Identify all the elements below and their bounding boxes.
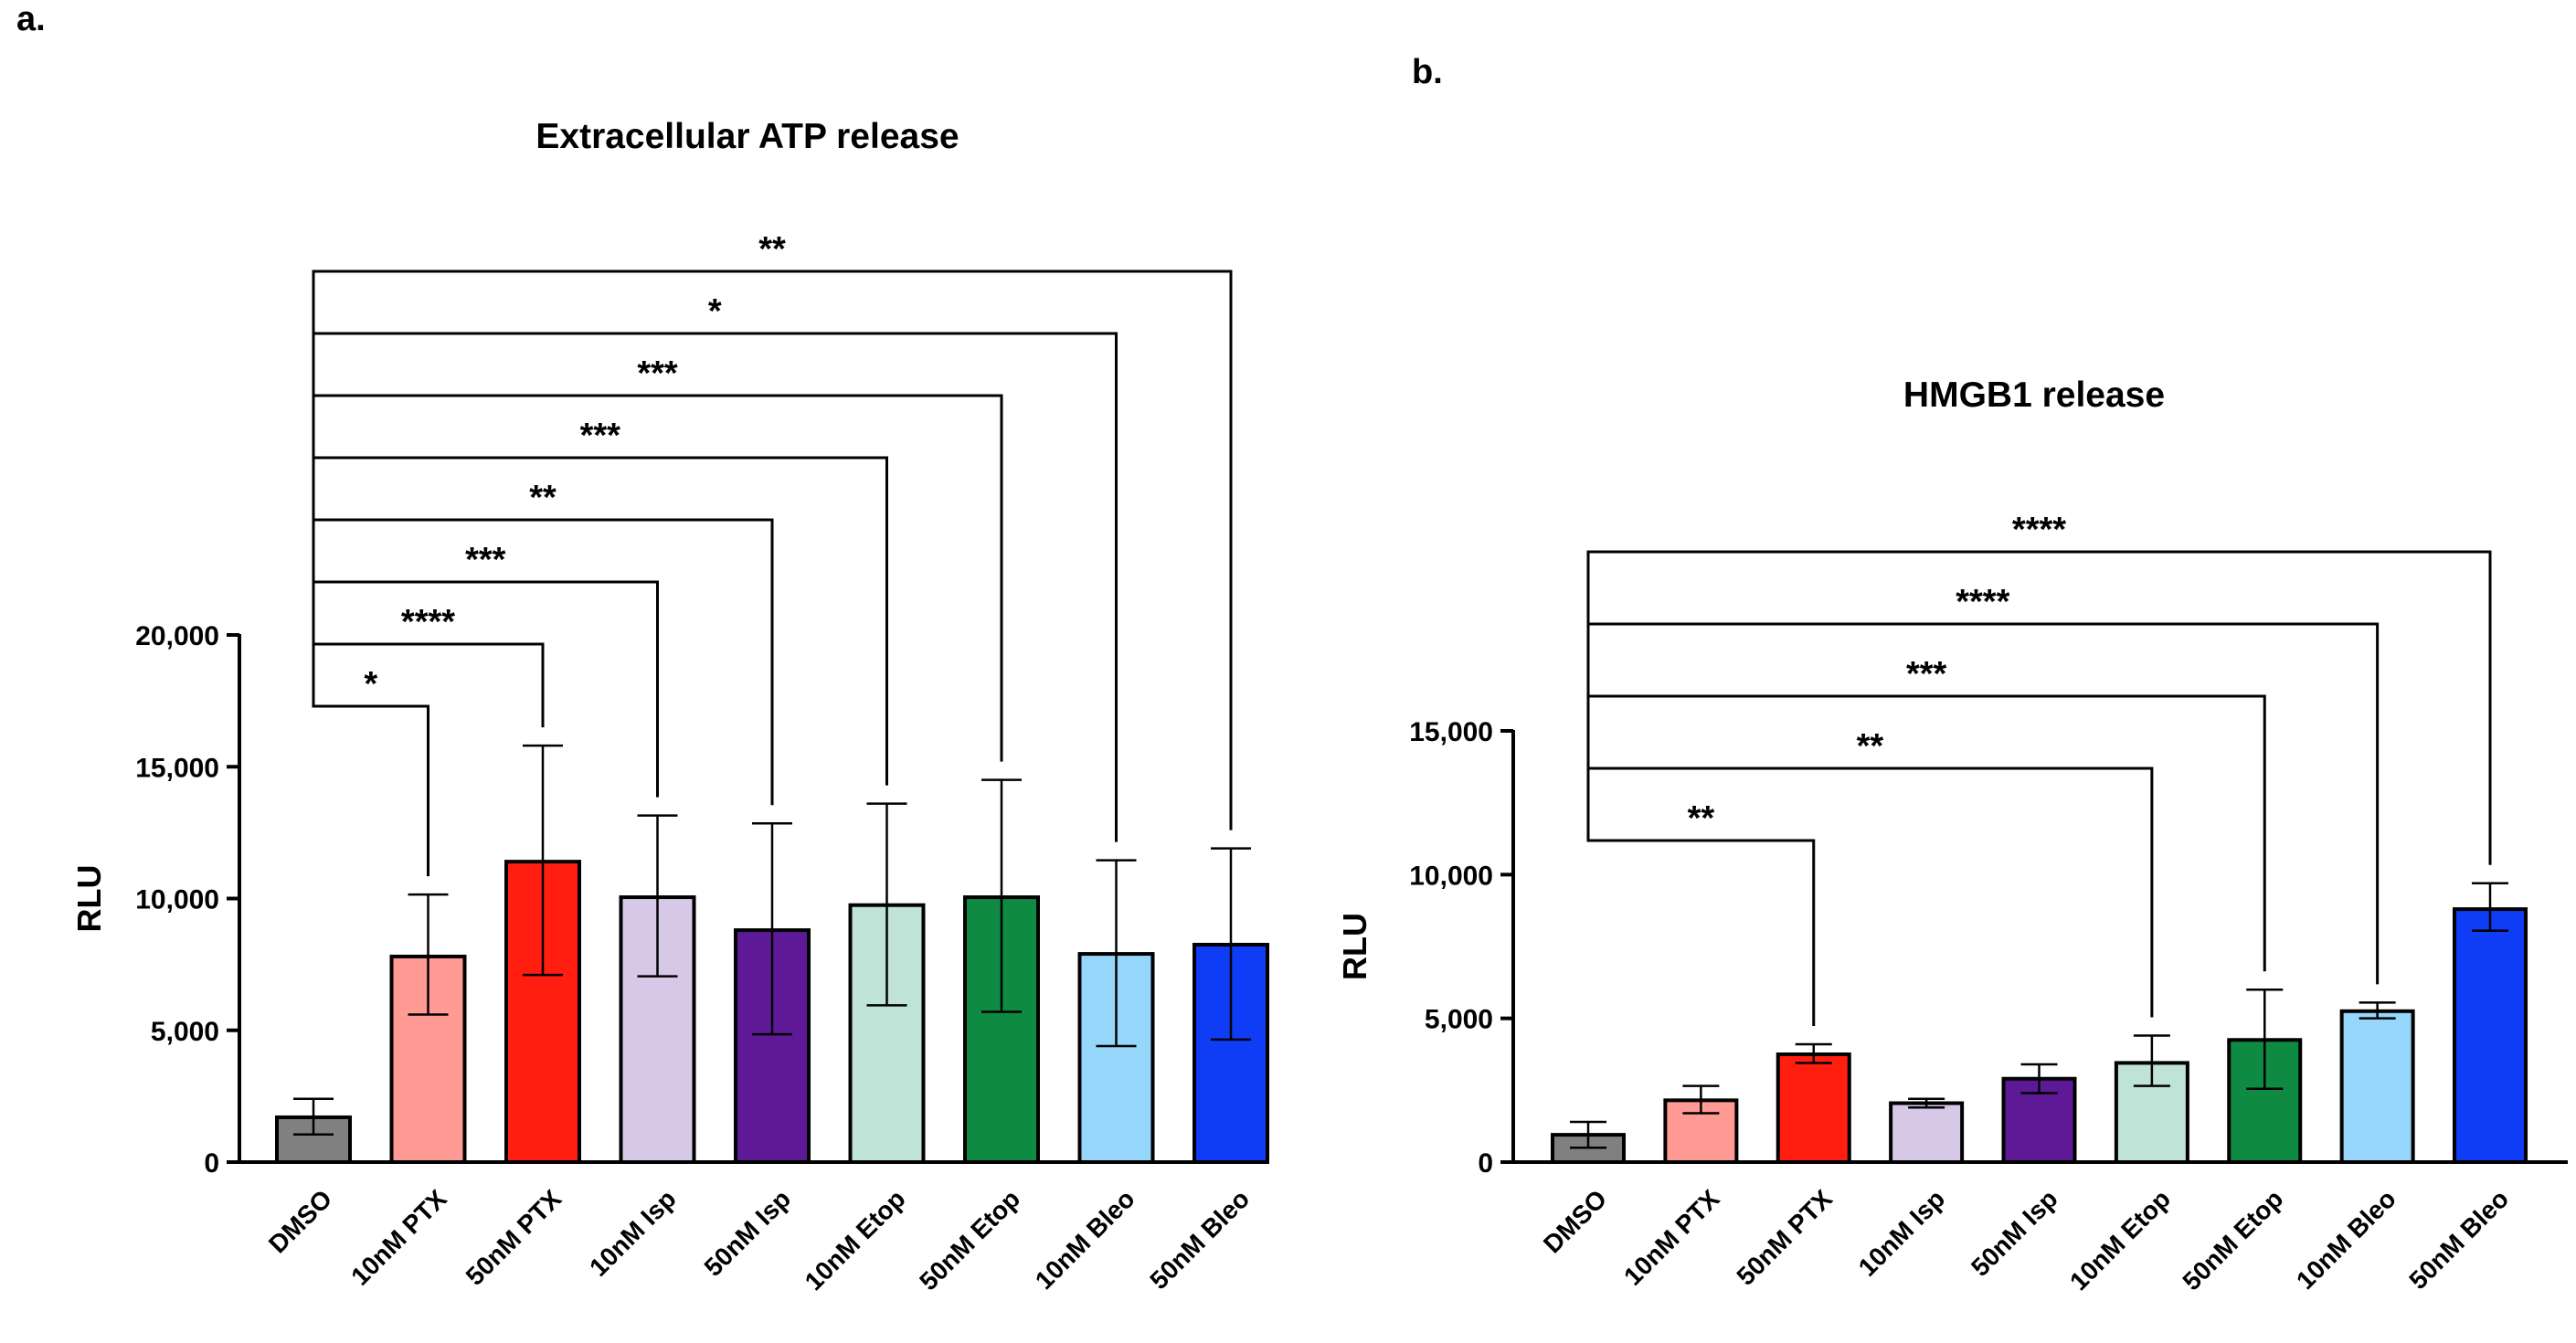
y-tick-label: 10,000 [135, 885, 219, 915]
x-tick-label: 50nM Isp [699, 1184, 797, 1282]
significance-label: **** [1956, 583, 2009, 621]
y-tick-label: 0 [1478, 1148, 1493, 1179]
y-axis-label: RLU [70, 865, 108, 933]
significance-bracket [1586, 767, 2154, 1018]
significance-label: * [364, 665, 377, 703]
significance-bracket [312, 270, 1233, 830]
x-tick-label: 10nM Bleo [2291, 1184, 2401, 1295]
significance-label: ** [529, 479, 557, 517]
x-tick-label: 10nM Etop [800, 1184, 911, 1295]
significance-label: *** [1906, 655, 1947, 693]
significance-label: *** [580, 417, 621, 455]
x-tick-label: 50nM PTX [1731, 1184, 1838, 1291]
significance-bracket [312, 687, 429, 877]
x-tick-label: 50nM Etop [2177, 1184, 2288, 1295]
y-tick-label: 15,000 [135, 753, 219, 783]
chart-title: HMGB1 release [1903, 375, 2165, 415]
x-tick-label: DMSO [263, 1184, 337, 1258]
x-tick-label: 50nM Bleo [2403, 1184, 2514, 1295]
y-tick-label: 5,000 [151, 1017, 219, 1047]
chart-title: Extracellular ATP release [535, 117, 959, 156]
x-tick-label: 10nM PTX [345, 1184, 452, 1291]
bar [1889, 1101, 1965, 1164]
significance-label: ** [758, 230, 786, 269]
x-tick-label: 10nM Isp [1853, 1184, 1951, 1282]
bar [2453, 907, 2528, 1164]
significance-label: **** [2012, 511, 2066, 549]
significance-label: ** [1688, 799, 1715, 838]
bar [2339, 1009, 2415, 1165]
x-tick-label: DMSO [1538, 1184, 1612, 1258]
x-tick-label: 10nM Bleo [1030, 1184, 1140, 1295]
y-axis-label: RLU [1336, 913, 1373, 980]
bar [1776, 1052, 1851, 1164]
significance-label: * [708, 292, 722, 331]
y-tick-label: 15,000 [1409, 717, 1493, 747]
significance-bracket [312, 456, 888, 786]
x-tick-label: 50nM Etop [914, 1184, 1025, 1295]
bar [275, 1115, 352, 1164]
chart-atp-release: Extracellular ATP release RLU 0 5,000 10,000… [70, 117, 1269, 1295]
x-tick-label: 50nM Bleo [1144, 1184, 1255, 1295]
y-tick-label: 5,000 [1425, 1005, 1493, 1035]
x-tick-label: 50nM PTX [461, 1184, 567, 1291]
significance-bracket [312, 332, 1118, 842]
x-tick-label: 10nM Etop [2064, 1184, 2176, 1295]
x-tick-label: 50nM Isp [1966, 1184, 2063, 1282]
panel-label-b: b. [1412, 53, 1443, 91]
significance-label: **** [401, 603, 455, 641]
significance-bracket [1586, 822, 1816, 1026]
significance-label: *** [465, 541, 506, 579]
significance-bracket [1586, 550, 2492, 865]
y-tick-label: 20,000 [135, 621, 219, 651]
x-tick-label: 10nM PTX [1618, 1184, 1725, 1291]
y-tick-label: 0 [204, 1148, 219, 1179]
significance-label: ** [1857, 727, 1884, 766]
significance-label: *** [637, 354, 678, 393]
panel-label-a: a. [16, 0, 46, 38]
x-tick-label: 10nM Isp [584, 1184, 682, 1282]
y-tick-label: 10,000 [1409, 861, 1493, 891]
